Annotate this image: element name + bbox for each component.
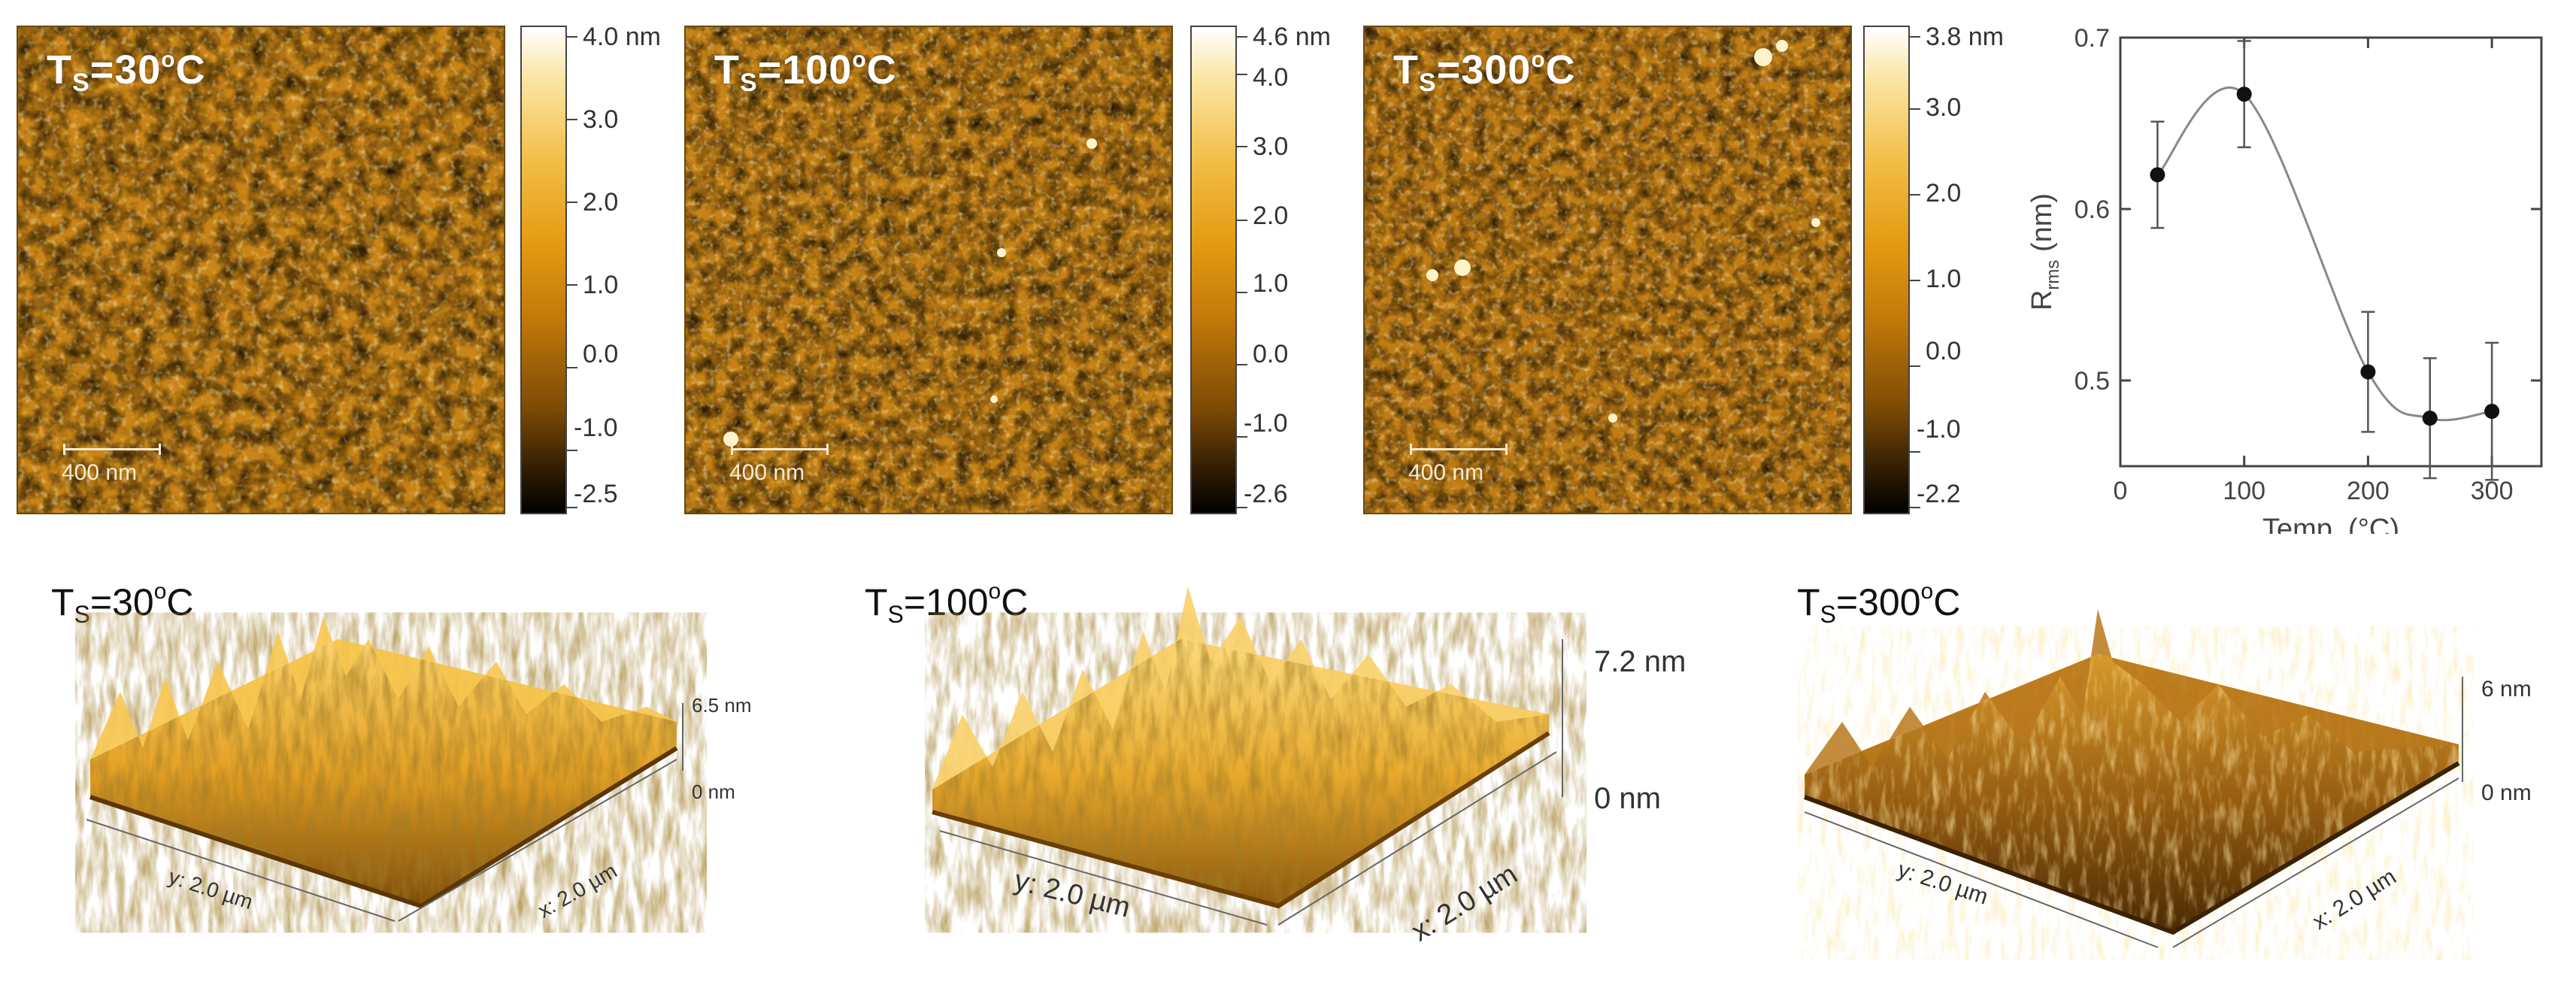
panel-label: TS=300oC <box>1393 47 1576 97</box>
colorbar-tick-label: -1.0 <box>1917 415 1961 444</box>
colorbar-tick-label: 4.0 <box>1253 63 1289 92</box>
y-axis-line <box>86 819 395 922</box>
data-points <box>2150 86 2500 426</box>
y-axis-label: Rrms (nm) <box>2026 193 2063 311</box>
scale-bar-label: 400 nm <box>1408 460 1484 485</box>
y-axis-line <box>939 830 1268 926</box>
afm-texture <box>686 27 1171 513</box>
colorbar-tick-label: 0.0 <box>1926 337 1962 365</box>
error-bars <box>2150 40 2499 481</box>
x-tick-label: 200 <box>2347 477 2390 505</box>
colorbar-max: 4.6 nm <box>1253 23 1331 51</box>
colorbar-tick-label: 3.0 <box>1926 93 1962 122</box>
colorbar-tick-label: 0.0 <box>1253 340 1289 368</box>
colorbar-ticks <box>1910 26 1925 514</box>
colorbar-tick-label: -1.0 <box>574 414 618 442</box>
colorbar-tick-label: 2.0 <box>583 188 619 217</box>
data-point <box>2484 404 2500 420</box>
colorbar-tick-label: 1.0 <box>1253 269 1289 298</box>
data-point <box>2150 167 2165 183</box>
colorbar-ticks <box>567 26 582 514</box>
z-axis-min: 0 nm <box>1594 782 1661 815</box>
tick-labels: 0 100 200 300 0.5 0.6 0.7 <box>2074 24 2514 505</box>
data-point <box>2236 86 2252 102</box>
data-point <box>2422 411 2438 426</box>
afm-texture <box>1365 27 1850 513</box>
scale-bar <box>731 444 829 455</box>
x-axis-line <box>2172 777 2459 948</box>
z-axis-min: 0 nm <box>2481 780 2532 805</box>
x-axis-line <box>1277 751 1557 926</box>
colorbar-30c <box>520 26 567 514</box>
colorbar-tick-label: -1.0 <box>1244 409 1288 438</box>
afm-image-30c: TS=30oC 400 nm <box>17 26 505 514</box>
afm-texture <box>18 27 504 513</box>
scale-bar-label: 400 nm <box>62 460 138 485</box>
colorbar-tick-label: 2.0 <box>1253 202 1289 230</box>
colorbar-tick-label: 1.0 <box>583 271 619 299</box>
surface-3d-300c <box>1803 609 2463 948</box>
colorbar-tick-label: 3.0 <box>583 105 619 134</box>
panel-label: TS=100oC <box>865 579 1029 628</box>
surface-3d-100c <box>932 586 1563 926</box>
colorbar-tick-label: 2.0 <box>1926 179 1962 208</box>
colorbar-min: -2.5 <box>574 480 618 508</box>
panel-label: TS=30oC <box>51 579 194 628</box>
z-axis-min: 0 nm <box>692 780 735 803</box>
plot-frame <box>2119 36 2543 468</box>
y-tick-label: 0.6 <box>2074 195 2110 224</box>
y-tick-label: 0.5 <box>2074 367 2110 396</box>
x-tick-label: 0 <box>2114 477 2128 505</box>
colorbar-tick-label: 3.0 <box>1253 132 1289 161</box>
colorbar-min: -2.2 <box>1917 480 1961 508</box>
scale-bar <box>1410 444 1508 455</box>
afm-image-100c: TS=100oC 400 nm <box>684 26 1173 514</box>
colorbar-max: 3.8 nm <box>1926 23 2004 51</box>
axis-ticks <box>2119 36 2541 466</box>
scale-bar <box>63 444 161 455</box>
y-tick-label: 0.7 <box>2074 24 2110 53</box>
afm-image-300c: TS=300oC 400 nm <box>1363 26 1852 514</box>
colorbar-min: -2.6 <box>1244 480 1288 508</box>
x-tick-label: 100 <box>2223 477 2265 505</box>
colorbar-tick-label: 1.0 <box>1926 265 1962 293</box>
z-axis-max: 6.5 nm <box>692 694 752 717</box>
z-axis-max: 7.2 nm <box>1594 645 1687 678</box>
fit-curve <box>2156 86 2493 422</box>
panel-label: TS=30oC <box>47 47 206 97</box>
surface-3d-30c <box>86 617 683 922</box>
colorbar-max: 4.0 nm <box>583 23 661 51</box>
colorbar-300c <box>1863 26 1910 514</box>
colorbar-tick-label: 0.0 <box>583 340 619 368</box>
x-axis-line <box>398 759 677 922</box>
y-axis-line <box>1804 811 2159 948</box>
colorbar-ticks <box>1237 26 1252 514</box>
data-point <box>2360 364 2376 380</box>
colorbar-100c <box>1190 26 1237 514</box>
scale-bar-label: 400 nm <box>729 460 805 485</box>
x-tick-label: 300 <box>2471 477 2514 505</box>
panel-label: TS=300oC <box>1797 579 1961 628</box>
rrms-chart: 0 100 200 300 0.5 0.6 0.7 Temp. (°C) Rrms (nm) <box>2026 24 2543 534</box>
z-axis-max: 6 nm <box>2481 677 2532 702</box>
panel-label: TS=100oC <box>714 47 897 97</box>
x-axis-label: Temp. (°C) <box>2262 514 2399 534</box>
